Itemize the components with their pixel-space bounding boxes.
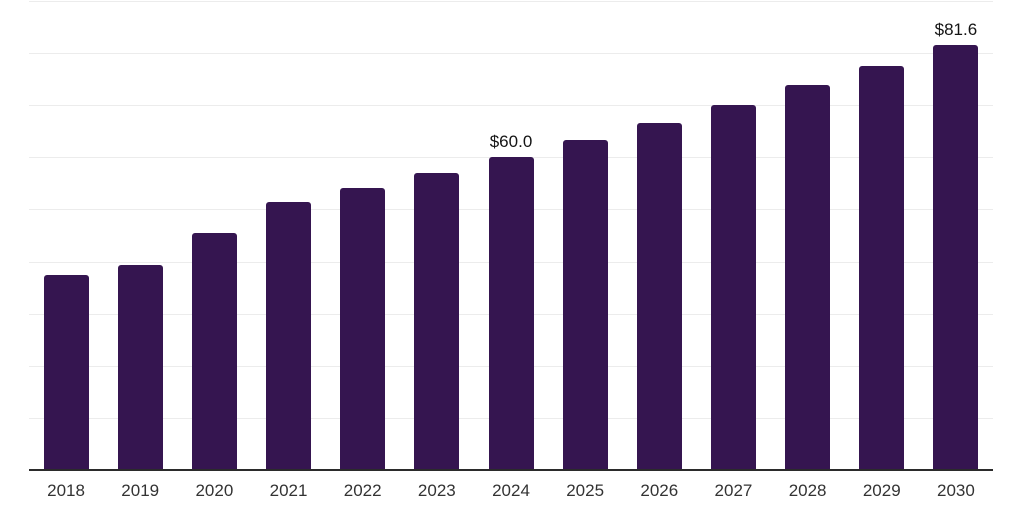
gridline [29, 105, 993, 107]
bar-2028 [785, 85, 831, 470]
bar-2019 [117, 264, 163, 470]
gridline [29, 1, 993, 2]
x-tick-label-2028: 2028 [788, 481, 827, 500]
bar-2029 [859, 65, 905, 470]
x-tick-label-2024: 2024 [492, 481, 530, 500]
bar-value-label-2024: $60.0 [489, 132, 533, 152]
x-axis-line [29, 469, 993, 471]
x-tick-label-2027: 2027 [714, 481, 753, 500]
bar-2020 [191, 233, 237, 470]
x-tick-label-2020: 2020 [195, 481, 234, 500]
bar-value-label-2030: $81.6 [934, 19, 978, 39]
gridline [29, 53, 993, 55]
x-tick-label-2030: 2030 [937, 481, 975, 500]
bar-2018 [43, 275, 89, 470]
x-tick-label-2029: 2029 [862, 481, 901, 500]
x-tick-label-2019: 2019 [121, 481, 160, 500]
x-tick-label-2018: 2018 [47, 481, 85, 500]
bar-2024 [488, 157, 534, 470]
x-tick-label-2023: 2023 [417, 481, 456, 500]
bar-2026 [636, 122, 682, 470]
x-tick-label-2026: 2026 [640, 481, 679, 500]
x-tick-label-2022: 2022 [343, 481, 382, 500]
bar-2023 [414, 172, 460, 470]
plot-area: 2018 2019 2020 2021 2022 2023 2024 2025 2026 2027… [29, 0, 993, 512]
x-tick-label-2025: 2025 [566, 481, 605, 500]
x-tick-label-2021: 2021 [269, 481, 308, 500]
bar-2025 [562, 139, 608, 470]
bar-2027 [710, 105, 756, 470]
bar-2022 [340, 187, 386, 470]
bar-2030 [933, 44, 979, 470]
bar-2021 [266, 201, 312, 470]
